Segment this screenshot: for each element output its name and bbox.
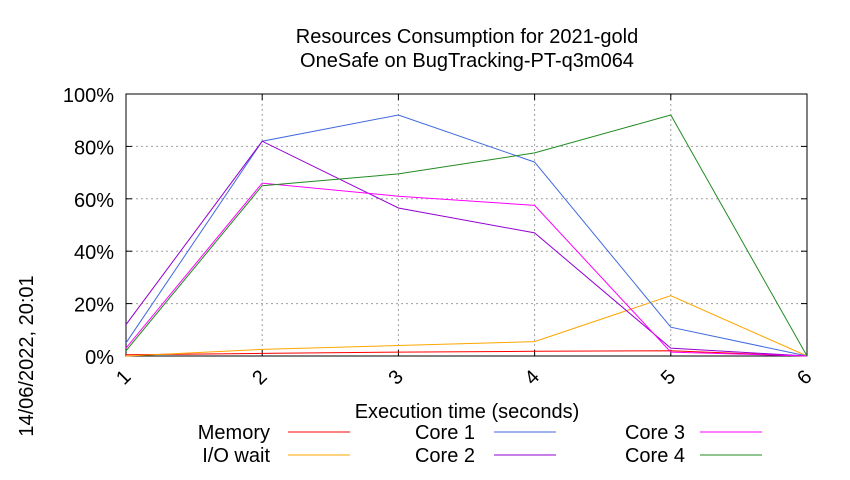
series-line-core-4: [125, 114, 808, 357]
y-tick-label: 0%: [85, 347, 114, 369]
y-tick-label: 60%: [74, 190, 114, 212]
x-tick-label: 4: [521, 366, 544, 389]
plot-area: 0% 20% 40% 60% 80% 100% 1 2 3 4 5 6: [63, 85, 817, 389]
series-line-core-1: [125, 114, 808, 357]
x-tick-label: 1: [112, 366, 135, 389]
y-tick-label: 40%: [74, 242, 114, 264]
legend-label-core-4: Core 4: [625, 445, 685, 467]
series-line-core-2: [125, 140, 808, 357]
chart-title: Resources Consumption for 2021-gold: [296, 26, 638, 48]
legend-label-core-2: Core 2: [415, 445, 475, 467]
series-line-i-o-wait: [125, 295, 808, 357]
legend-label-memory: Memory: [198, 422, 270, 444]
legend-label-i-o-wait: I/O wait: [202, 445, 270, 467]
timestamp-label: 14/06/2022, 20:01: [16, 275, 38, 436]
x-tick-label: 6: [793, 366, 816, 389]
legend-label-core-3: Core 3: [625, 422, 685, 444]
x-tick-label: 3: [384, 366, 407, 389]
series-line-memory: [125, 350, 808, 357]
y-tick-label: 80%: [74, 137, 114, 159]
y-tick-label: 20%: [74, 295, 114, 317]
x-tick-label: 5: [657, 366, 680, 389]
plot-frame: [125, 93, 808, 357]
series-line-core-3: [125, 182, 808, 357]
legend-label-core-1: Core 1: [415, 422, 475, 444]
x-tick-label: 2: [248, 366, 271, 389]
chart-subtitle: OneSafe on BugTracking-PT-q3m064: [300, 50, 634, 72]
x-axis-label: Execution time (seconds): [355, 401, 580, 423]
y-tick-label: 100%: [63, 85, 114, 107]
